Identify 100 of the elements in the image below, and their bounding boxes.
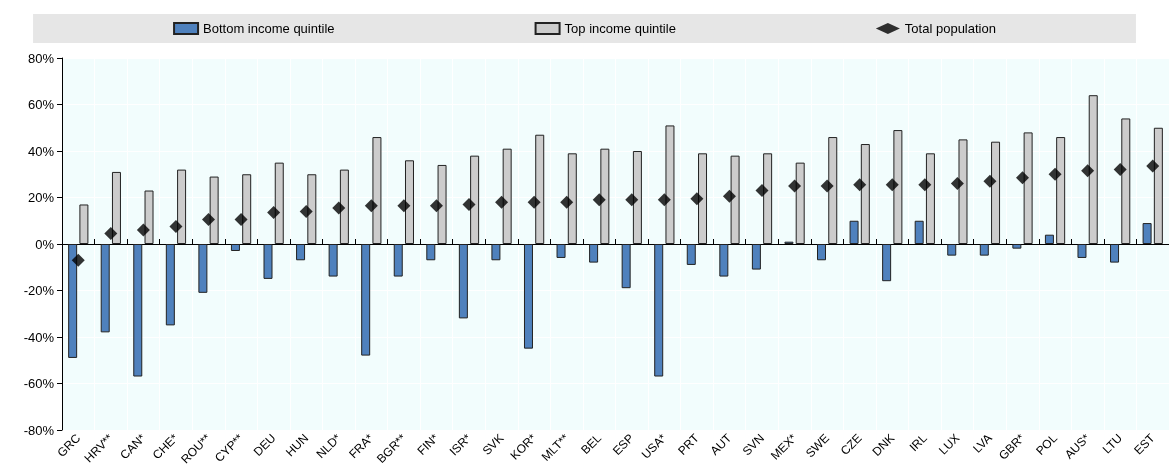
- y-tick-label: -60%: [23, 376, 55, 391]
- bar: [947, 244, 957, 256]
- y-tick-label: 60%: [27, 97, 55, 112]
- bar: [958, 139, 968, 244]
- bar: [458, 244, 468, 319]
- x-tick-label: IRL: [906, 430, 930, 455]
- point: [657, 193, 671, 207]
- y-tick-label: -40%: [23, 329, 55, 345]
- bar: [372, 137, 382, 244]
- bar: [719, 244, 729, 277]
- point: [1146, 159, 1160, 173]
- point: [690, 192, 704, 206]
- y-tick-label: 0%: [35, 236, 55, 252]
- bar: [198, 244, 208, 293]
- point: [169, 220, 183, 234]
- bar: [665, 125, 675, 244]
- bar: [361, 244, 371, 356]
- bar: [230, 244, 240, 251]
- point: [299, 204, 313, 218]
- bar: [621, 244, 631, 289]
- point: [950, 177, 964, 191]
- bar: [339, 169, 349, 244]
- bar: [470, 155, 480, 244]
- point: [104, 227, 118, 241]
- point: [202, 213, 216, 227]
- point: [560, 195, 574, 209]
- point: [788, 179, 802, 193]
- bar: [404, 160, 414, 244]
- bar: [491, 244, 501, 261]
- bar: [79, 204, 89, 244]
- point: [397, 199, 411, 213]
- bar: [1110, 244, 1120, 263]
- point: [592, 193, 606, 207]
- bar: [111, 171, 121, 244]
- bar: [849, 220, 859, 244]
- bar: [589, 244, 599, 263]
- bar: [165, 244, 175, 326]
- bar: [1153, 127, 1163, 244]
- point: [71, 253, 85, 267]
- bar: [730, 155, 740, 244]
- y-tick-label: -80%: [23, 422, 55, 438]
- point: [462, 197, 476, 211]
- point: [625, 193, 639, 207]
- x-tick-label: POL: [1033, 430, 1061, 458]
- x-tick-label: BEL: [578, 430, 605, 457]
- bar: [1088, 95, 1098, 244]
- x-tick-label: CZE: [837, 431, 865, 458]
- bar: [556, 244, 566, 258]
- point: [1113, 163, 1127, 177]
- bar: [751, 244, 761, 270]
- bar: [242, 174, 252, 244]
- bar: [426, 244, 436, 261]
- bar: [296, 244, 306, 261]
- bar: [100, 244, 110, 333]
- y-tick-label: 40%: [27, 143, 55, 159]
- bar: [133, 244, 143, 377]
- bar: [307, 174, 317, 244]
- bar: [686, 244, 696, 265]
- point: [1015, 171, 1029, 185]
- bar: [1023, 132, 1033, 244]
- bar: [523, 244, 533, 349]
- point: [267, 206, 281, 220]
- point: [722, 189, 736, 203]
- bar: [144, 190, 154, 244]
- bar: [263, 244, 273, 279]
- bar: [893, 130, 903, 244]
- point: [136, 223, 150, 237]
- legend-label: Bottom income quintile: [203, 21, 335, 36]
- point: [983, 174, 997, 188]
- x-tick-label: LTU: [1099, 431, 1126, 457]
- bar: [860, 144, 870, 244]
- point: [495, 195, 509, 209]
- bar: [1077, 244, 1087, 258]
- bar: [632, 151, 642, 244]
- point: [364, 199, 378, 213]
- bar: [209, 176, 219, 244]
- bar: [567, 153, 577, 244]
- bar: [914, 220, 924, 244]
- point: [527, 195, 541, 209]
- point: [755, 184, 769, 198]
- legend-label: Total population: [904, 21, 996, 36]
- point: [332, 201, 346, 215]
- legend-label: Top income quintile: [564, 21, 676, 36]
- bar: [274, 162, 284, 244]
- bar: [1056, 137, 1066, 244]
- point: [918, 178, 932, 192]
- point: [820, 179, 834, 193]
- bar: [795, 162, 805, 244]
- y-tick-label: -20%: [23, 283, 55, 298]
- point: [1081, 164, 1095, 178]
- bar: [535, 134, 545, 244]
- point: [885, 178, 899, 192]
- y-tick-label: 80%: [27, 50, 55, 66]
- bar: [502, 148, 512, 244]
- point: [234, 213, 248, 227]
- bar: [763, 153, 773, 244]
- bar: [437, 164, 447, 244]
- bar: [979, 244, 989, 256]
- bar: [1142, 223, 1152, 244]
- point: [429, 199, 443, 213]
